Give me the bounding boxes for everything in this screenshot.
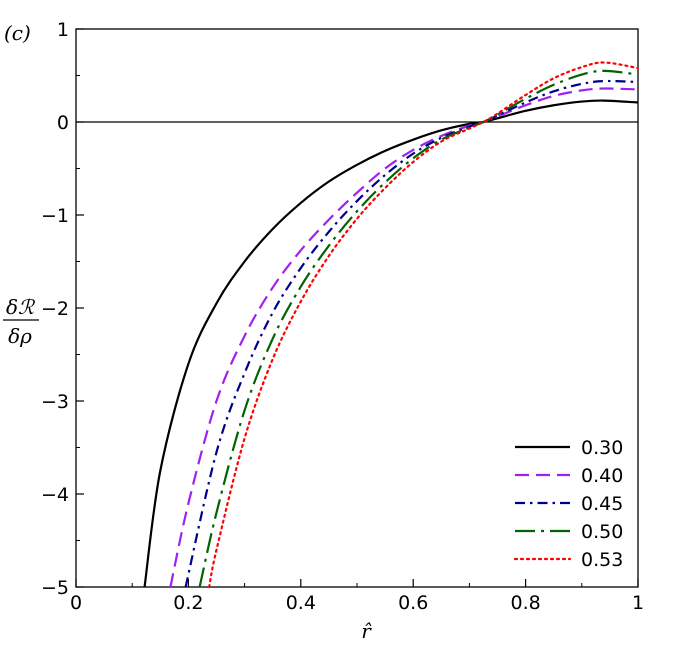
- legend-label: 0.45: [581, 493, 623, 515]
- y-axis-label-numerator: δℛ: [6, 295, 36, 319]
- y-axis-label: δℛ δρ: [3, 295, 39, 348]
- panel-label: (c): [4, 21, 31, 45]
- y-tick-label: 0: [57, 112, 69, 134]
- series-line-0.53: [208, 61, 640, 589]
- x-tick-label: 0.4: [286, 592, 316, 614]
- x-tick-label: 0.2: [173, 592, 203, 614]
- x-tick-label: 0: [70, 592, 82, 614]
- y-axis-label-denominator: δρ: [8, 324, 32, 348]
- legend-label: 0.30: [581, 437, 623, 459]
- x-tick-label: 0.6: [398, 592, 428, 614]
- series-group: [143, 61, 640, 589]
- x-tick-label: 1: [632, 592, 644, 614]
- x-tick-label: 0.8: [510, 592, 540, 614]
- y-tick-label: −5: [41, 577, 69, 599]
- y-tick-label: 1: [57, 19, 69, 41]
- legend-label: 0.40: [581, 465, 623, 487]
- series-line-0.30: [143, 99, 639, 588]
- series-line-0.40: [169, 87, 639, 588]
- x-axis-ticks: 0 0.2 0.4 0.6 0.8 1: [70, 579, 644, 614]
- legend-label: 0.50: [581, 521, 623, 543]
- series-line-0.45: [184, 79, 639, 588]
- x-axis-label: r̂: [361, 619, 372, 643]
- y-tick-label: −4: [41, 484, 69, 506]
- y-tick-label: −2: [41, 298, 69, 320]
- legend: 0.30 0.40 0.45 0.50 0.53: [513, 437, 623, 571]
- y-axis-ticks: 1 0 −1 −2 −3 −4 −5: [41, 19, 84, 599]
- y-tick-label: −3: [41, 391, 69, 413]
- y-tick-label: −1: [41, 205, 69, 227]
- legend-label: 0.53: [581, 549, 623, 571]
- series-line-0.50: [198, 69, 639, 588]
